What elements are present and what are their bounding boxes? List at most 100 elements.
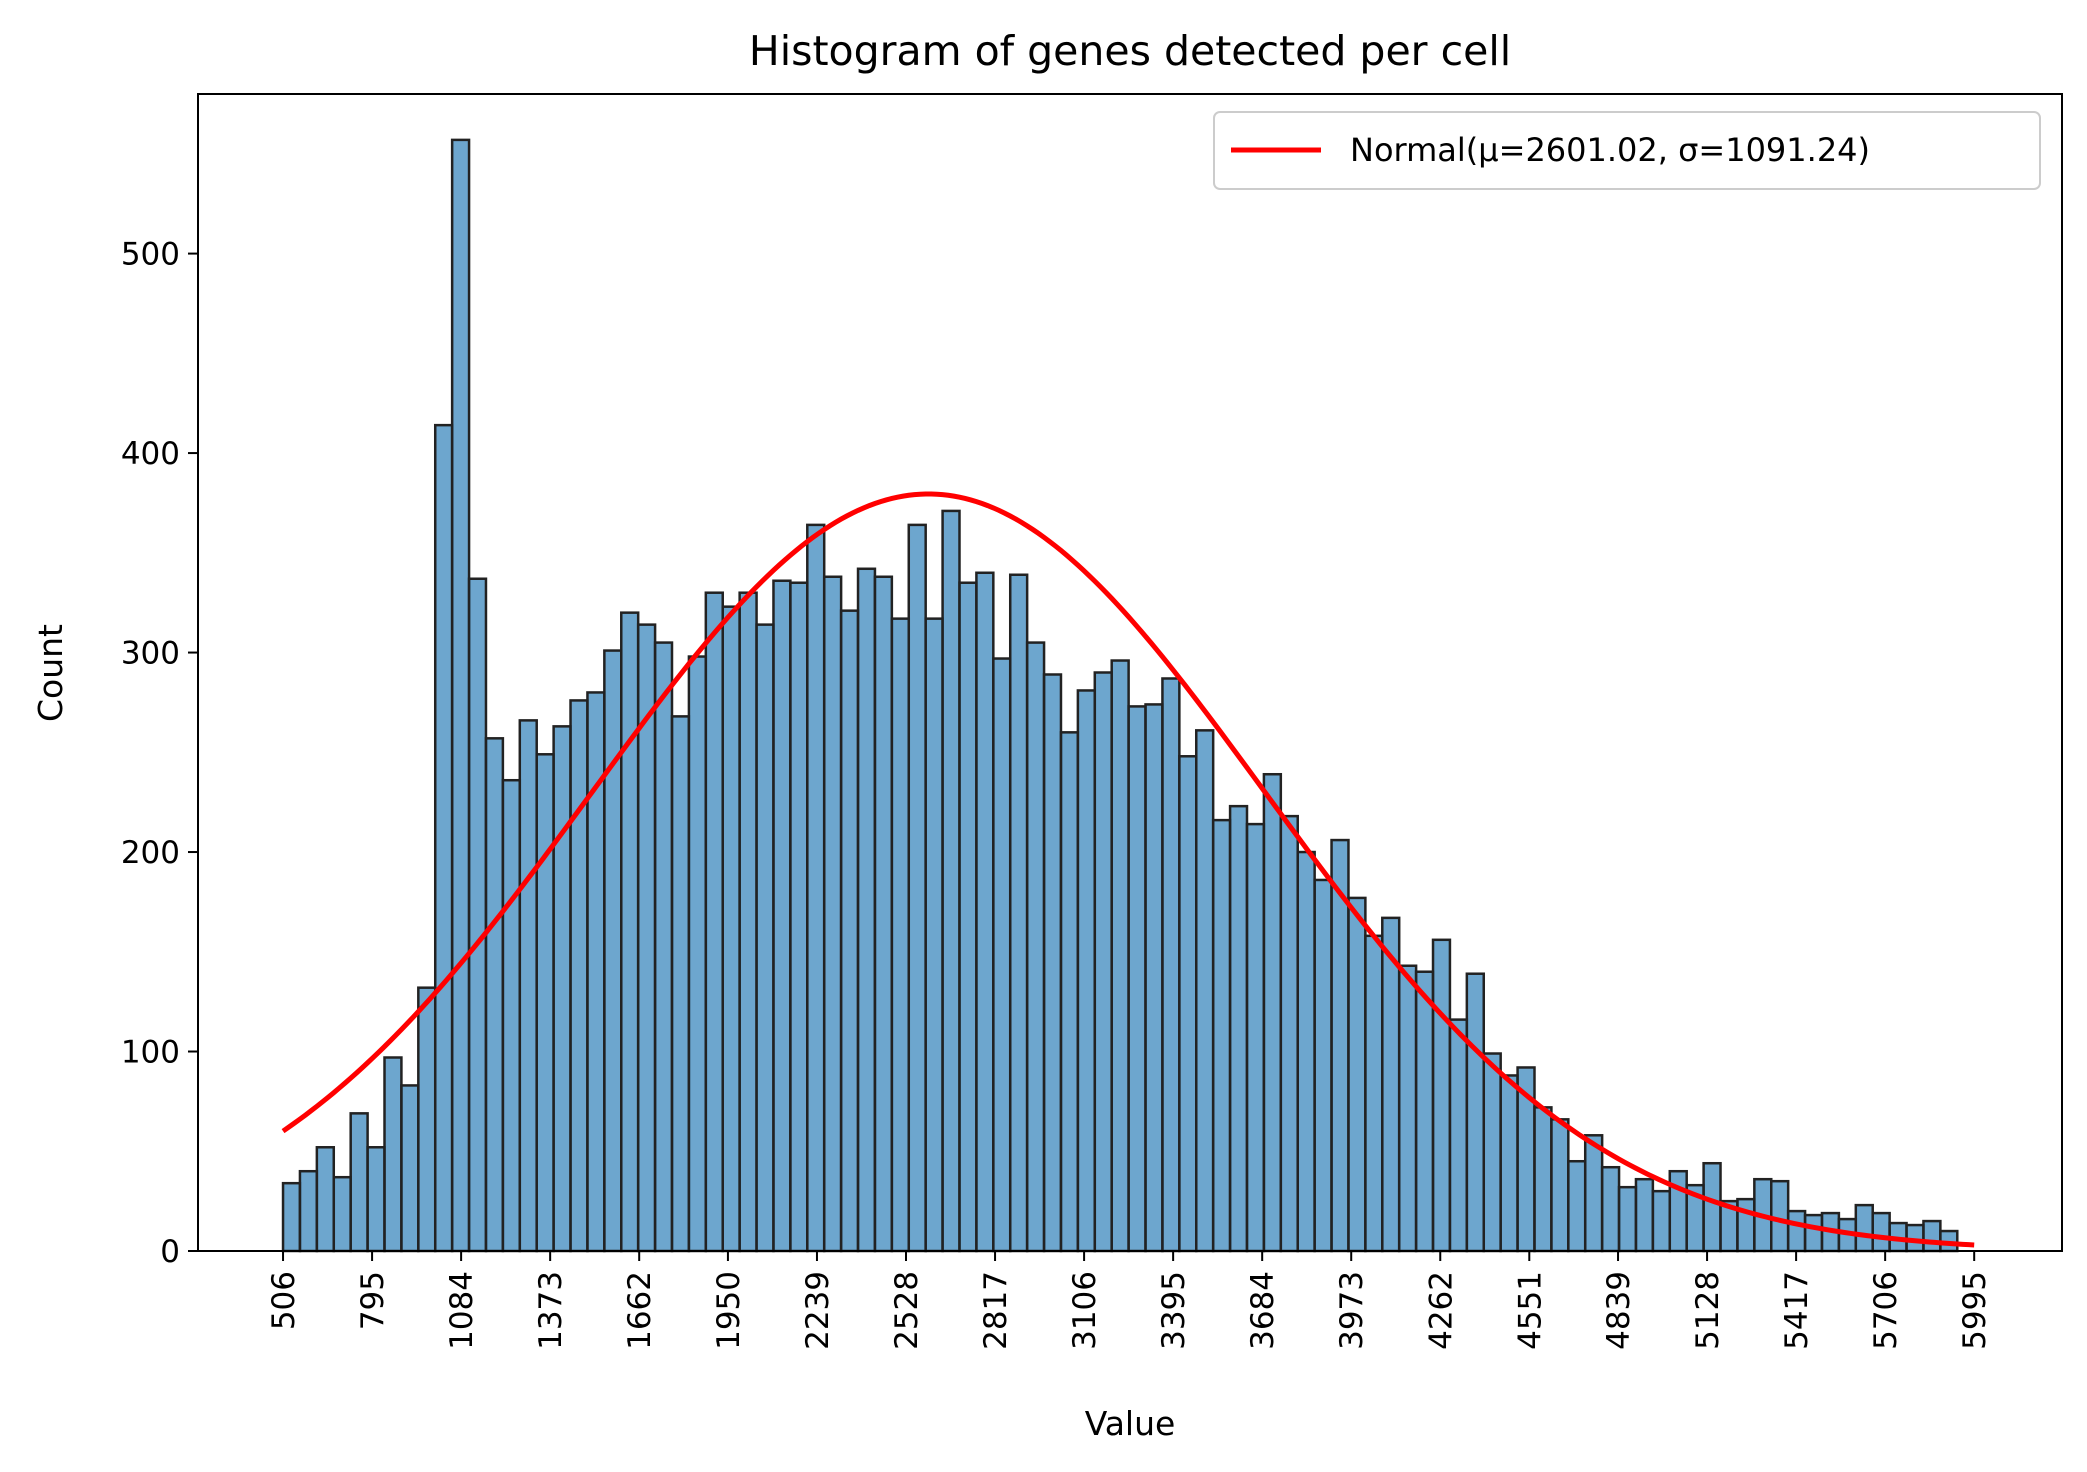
x-tick-label: 3973 (1334, 1271, 1370, 1350)
x-tick-label: 5995 (1957, 1271, 1993, 1350)
histogram-bar (501, 778, 522, 1253)
histogram-bar (1786, 1209, 1807, 1253)
x-tick-label: 5706 (1868, 1271, 1904, 1350)
y-axis-ticks: 0 100 200 300 400 500 (121, 237, 198, 1270)
legend-entry-normal: Normal(μ=2601.02, σ=1091.24) (1350, 131, 1870, 169)
histogram-bar (281, 1181, 302, 1253)
histogram-bar (1211, 818, 1232, 1253)
legend-box (1213, 111, 2041, 190)
histogram-bar (450, 138, 471, 1253)
histogram-bar (738, 591, 758, 1253)
histogram-bar (670, 715, 691, 1253)
x-tick-label: 5417 (1779, 1271, 1815, 1350)
y-tick-label: 0 (160, 1234, 180, 1270)
histogram-bar (1313, 878, 1333, 1253)
histogram-bar (620, 611, 640, 1253)
histogram-bar (1431, 938, 1452, 1253)
histogram-bar (1397, 964, 1418, 1253)
histogram-bar (1600, 1165, 1621, 1253)
histogram-bar (822, 575, 843, 1253)
x-tick-label: 3395 (1156, 1271, 1192, 1350)
histogram-bar (315, 1146, 336, 1253)
x-tick-label: 1662 (622, 1271, 658, 1350)
histogram-bar (1195, 729, 1215, 1253)
histogram-bar (1736, 1197, 1756, 1253)
histogram-bar (1803, 1213, 1824, 1253)
x-axis-label: Value (1085, 1404, 1176, 1443)
x-tick-label: 1373 (533, 1271, 569, 1350)
x-tick-label: 4839 (1601, 1271, 1637, 1350)
histogram-bar (552, 725, 572, 1253)
histogram-bar (400, 1084, 420, 1253)
histogram-bar (1922, 1219, 1942, 1253)
histogram-bar (518, 719, 538, 1253)
histogram-bar (1448, 1018, 1469, 1253)
histogram-bar (873, 575, 894, 1253)
histogram-bar (653, 641, 674, 1253)
histogram-bar (1262, 772, 1283, 1253)
histogram-bar (1702, 1161, 1722, 1253)
histogram-bar (839, 609, 860, 1253)
histogram-bar (1364, 934, 1384, 1253)
histogram-bar (1076, 689, 1097, 1253)
histogram-bar (890, 617, 911, 1253)
histogram-bar (1042, 673, 1063, 1253)
x-tick-label: 506 (266, 1271, 302, 1330)
histogram-bar (1110, 659, 1130, 1253)
y-tick-label: 300 (121, 636, 180, 672)
histogram-bar (806, 523, 826, 1253)
histogram-bar (755, 623, 775, 1253)
x-tick-label: 3106 (1067, 1271, 1103, 1350)
histogram-bar (1465, 972, 1486, 1253)
x-tick-label: 4551 (1512, 1271, 1548, 1350)
x-tick-label: 5128 (1690, 1271, 1726, 1350)
histogram-bar (1871, 1211, 1891, 1253)
histogram-bar (1651, 1189, 1672, 1253)
x-axis-ticks: 506 795 1084 1373 1662 1950 2239 2528 2817 3106 33… (266, 1251, 1993, 1350)
histogram-bar (1381, 916, 1401, 1253)
histogram-bar (535, 753, 555, 1253)
histogram-bar (941, 509, 961, 1253)
histogram-bar (958, 581, 978, 1253)
histogram-bar (484, 737, 505, 1253)
histogram-bar (975, 571, 995, 1253)
y-axis-label: Count (31, 624, 70, 722)
histogram-bar (687, 655, 708, 1253)
x-tick-label: 2239 (800, 1271, 836, 1350)
histogram-bar (1059, 731, 1080, 1253)
x-tick-label: 2528 (889, 1271, 925, 1350)
histogram-bar (1567, 1159, 1587, 1253)
chart-title: Histogram of genes detected per cell (749, 27, 1511, 75)
histogram-bar (1533, 1106, 1553, 1253)
histogram-bar (1093, 671, 1113, 1253)
x-tick-label: 1084 (444, 1271, 480, 1350)
histogram-bar (1127, 705, 1147, 1253)
y-tick-label: 400 (121, 436, 180, 472)
y-tick-label: 500 (121, 237, 180, 273)
histogram-bar (1161, 677, 1181, 1253)
histogram-bar (1025, 641, 1046, 1253)
histogram-bar (417, 986, 437, 1253)
histogram-bar (569, 699, 589, 1253)
histogram-bar (1854, 1203, 1874, 1253)
x-tick-label: 3684 (1245, 1271, 1281, 1350)
legend[interactable]: Normal(μ=2601.02, σ=1091.24) (1213, 111, 2041, 190)
histogram-bar (1228, 804, 1249, 1253)
histogram-bar (1634, 1177, 1655, 1253)
histogram-bar (1178, 755, 1198, 1253)
histogram-bar (1550, 1118, 1570, 1253)
histogram-bar (1482, 1052, 1502, 1253)
bars-group (281, 138, 1959, 1253)
histogram-bar (856, 567, 877, 1253)
histogram-bar (467, 577, 488, 1253)
histogram-bar (1617, 1185, 1638, 1253)
histogram-bar (704, 591, 724, 1253)
histogram-bar (1770, 1179, 1790, 1253)
x-tick-label: 795 (355, 1271, 391, 1330)
histogram-bar (1279, 814, 1299, 1253)
histogram-bar (298, 1169, 319, 1253)
y-tick-label: 100 (121, 1035, 180, 1071)
histogram-bar (789, 581, 809, 1253)
histogram-bar (332, 1175, 352, 1253)
